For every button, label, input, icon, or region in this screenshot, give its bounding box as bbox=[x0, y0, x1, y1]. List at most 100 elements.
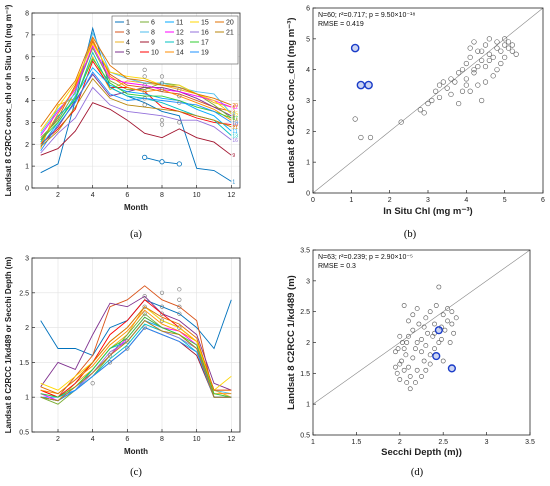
scatter-point bbox=[414, 306, 420, 311]
y-tick-label: 4 bbox=[306, 67, 310, 74]
scatter-point bbox=[448, 76, 454, 82]
scatter-point bbox=[475, 63, 481, 70]
series-end-label: 21 bbox=[232, 125, 238, 131]
scatter-point bbox=[425, 330, 430, 336]
x-axis-label: In Situ Chl (mg m⁻³) bbox=[383, 206, 472, 217]
series-end-label: 5 bbox=[232, 114, 235, 120]
legend-label: 3 bbox=[126, 30, 130, 37]
insitu-marker bbox=[177, 304, 182, 309]
scatter-point bbox=[471, 67, 477, 73]
highlighted-point bbox=[356, 80, 366, 90]
series-line bbox=[40, 77, 232, 147]
scatter-point bbox=[459, 88, 466, 94]
series-line bbox=[40, 71, 232, 152]
scatter-point bbox=[423, 367, 429, 373]
panel-label: (a) bbox=[130, 229, 142, 240]
scatter-point bbox=[498, 48, 504, 54]
y-tick-label: 1.5 bbox=[300, 371, 310, 378]
y-tick-label: 3 bbox=[25, 120, 29, 127]
scatter-point bbox=[410, 312, 416, 318]
series-end-label: 15 bbox=[232, 112, 238, 118]
y-tick-label: 8 bbox=[25, 11, 29, 18]
scatter-point bbox=[419, 337, 424, 342]
series-end-label: 1 bbox=[232, 179, 235, 185]
scatter-point bbox=[451, 330, 457, 336]
series-line bbox=[40, 102, 232, 156]
series-end-label: 11 bbox=[232, 129, 237, 135]
x-axis-label: Secchi Depth (m)) bbox=[381, 447, 462, 458]
scatter-point bbox=[432, 346, 437, 352]
scatter-point bbox=[404, 380, 410, 385]
scatter-point bbox=[401, 346, 407, 352]
insitu-marker bbox=[159, 80, 165, 86]
series-line bbox=[40, 57, 232, 141]
insitu-marker bbox=[159, 304, 165, 309]
scatter-point bbox=[509, 42, 515, 48]
scatter-point bbox=[421, 110, 427, 116]
legend-label: 10 bbox=[151, 50, 159, 57]
legend-label: 4 bbox=[126, 40, 130, 47]
insitu-marker bbox=[177, 325, 182, 330]
x-tick-label: 10 bbox=[193, 436, 201, 443]
scatter-point bbox=[413, 346, 418, 352]
scatter-point bbox=[436, 284, 442, 290]
legend-label: 16 bbox=[201, 30, 209, 37]
series-end-label: 16 bbox=[232, 138, 238, 144]
series-line bbox=[40, 36, 232, 128]
series-end-label: 13 bbox=[232, 134, 238, 140]
scatter-point bbox=[410, 327, 416, 333]
scatter-point bbox=[401, 367, 407, 373]
y-tick-label: 6 bbox=[25, 54, 29, 61]
scatter-point bbox=[447, 340, 453, 345]
legend-label: 21 bbox=[226, 30, 234, 37]
series-line bbox=[40, 66, 232, 147]
insitu-marker bbox=[177, 100, 182, 105]
insitu-marker bbox=[177, 287, 182, 292]
series-line bbox=[40, 31, 232, 134]
insitu-marker bbox=[142, 294, 147, 299]
scatter-point bbox=[494, 45, 500, 51]
one-to-one-line bbox=[312, 249, 531, 405]
scatter-point bbox=[494, 39, 500, 45]
x-tick-label: 8 bbox=[160, 192, 164, 199]
scatter-point bbox=[467, 54, 473, 60]
y-tick-label: 1 bbox=[25, 395, 29, 402]
scatter-point bbox=[427, 309, 433, 315]
plot-area bbox=[313, 250, 530, 435]
y-tick-label: 0 bbox=[306, 191, 310, 198]
legend-label: 9 bbox=[151, 40, 155, 47]
x-tick-label: 4 bbox=[464, 197, 468, 204]
scatter-point bbox=[414, 340, 420, 345]
scatter-point bbox=[421, 358, 427, 364]
scatter-point bbox=[509, 48, 515, 54]
scatter-point bbox=[482, 79, 489, 85]
x-tick-label: 1 bbox=[311, 439, 315, 446]
x-tick-label: 3 bbox=[426, 197, 430, 204]
scatter-point bbox=[456, 70, 462, 76]
plot-frame bbox=[31, 257, 241, 433]
insitu-marker bbox=[142, 96, 147, 101]
panel-a: 1345689101112131415161719202113456891011… bbox=[4, 4, 241, 240]
scatter-point bbox=[486, 51, 492, 57]
legend-label: 13 bbox=[176, 40, 184, 47]
scatter-point bbox=[394, 370, 400, 376]
scatter-point bbox=[440, 312, 446, 318]
scatter-point bbox=[502, 36, 508, 42]
scatter-point bbox=[417, 107, 423, 113]
scatter-point bbox=[395, 346, 401, 352]
y-axis-label: Landsat 8 C2RCC conc_chl (mg m⁻³) bbox=[286, 17, 297, 183]
legend-label: 17 bbox=[201, 40, 209, 47]
insitu-marker bbox=[107, 360, 113, 365]
x-tick-label: 12 bbox=[227, 192, 235, 199]
panel-label: (b) bbox=[404, 229, 417, 240]
insitu-marker bbox=[159, 311, 165, 316]
y-tick-label: 7 bbox=[25, 32, 29, 39]
insitu-marker bbox=[159, 87, 165, 92]
scatter-point bbox=[463, 60, 469, 67]
series-end-label: 19 bbox=[232, 120, 238, 126]
scatter-point bbox=[471, 70, 477, 76]
scatter-point bbox=[406, 333, 411, 339]
scatter-point bbox=[490, 73, 496, 79]
highlighted-point bbox=[447, 364, 456, 373]
y-tick-label: 2 bbox=[306, 129, 310, 136]
